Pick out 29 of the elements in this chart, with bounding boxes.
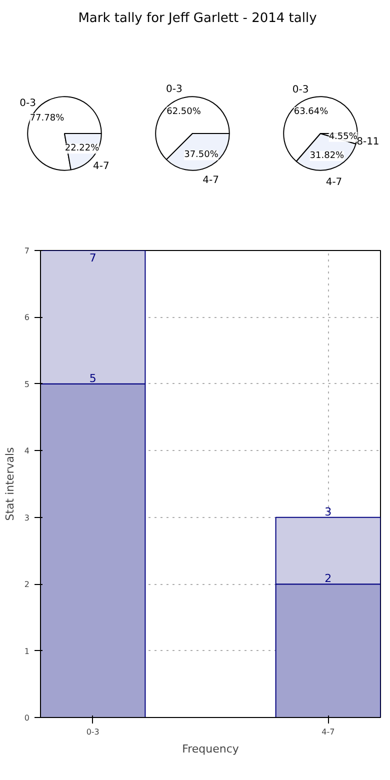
data-label: 4.55% — [328, 132, 358, 142]
slice-label: 4-7 — [93, 161, 110, 172]
slice-label: 4-7 — [202, 175, 220, 186]
y-tick-label: 4 — [24, 446, 30, 456]
data-label: 31.82% — [310, 151, 345, 162]
slice-label: 8-11 — [356, 136, 380, 148]
slice-label: 0-3 — [166, 84, 182, 95]
data-label: 77.78% — [30, 113, 65, 124]
slice-label: 4-7 — [326, 176, 342, 188]
data-label: 22.22% — [64, 144, 100, 154]
y-tick-label: 6 — [24, 313, 30, 322]
total-label: 7 — [89, 252, 96, 264]
data-label: 5 — [89, 372, 96, 385]
y-tick-label: 3 — [24, 513, 30, 522]
x-axis-title: Frequency — [182, 742, 240, 756]
slice-label: 0-3 — [20, 98, 36, 109]
y-tick-label: 0 — [24, 714, 30, 722]
text: Mark tally for Jeff Garlett - 2014 tally — [78, 10, 317, 28]
data-label: 2 — [324, 572, 332, 586]
total-label: 3 — [324, 505, 332, 518]
y-axis-title: Stat intervals — [3, 446, 16, 521]
y-tick-label: 2 — [24, 580, 30, 590]
y-tick-label: 7 — [24, 246, 30, 256]
y-tick-label: 5 — [24, 380, 30, 389]
data-label: 63.64% — [294, 107, 329, 118]
data-label: 62.50% — [166, 106, 202, 117]
data-label: 37.50% — [184, 150, 219, 160]
slice-label: 0-3 — [292, 84, 309, 96]
y-tick-label: 1 — [24, 646, 30, 656]
